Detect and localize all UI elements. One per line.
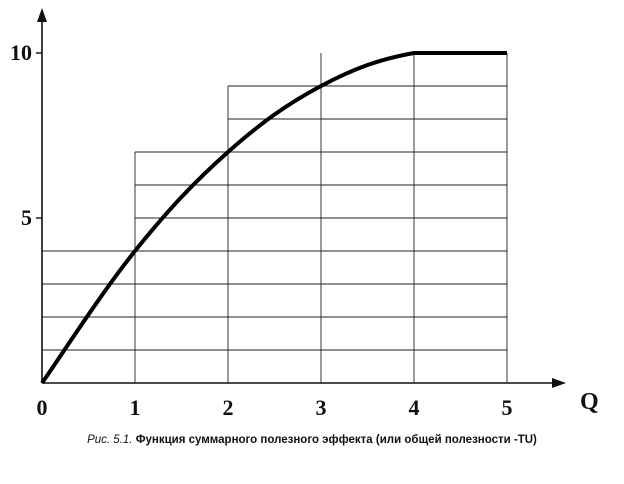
figure-label: Рис. 5.1.	[87, 434, 133, 446]
figure-caption: Рис. 5.1. Функция суммарного полезного э…	[0, 434, 624, 446]
x-tick-label: 2	[223, 395, 234, 420]
x-tick-label: 3	[316, 395, 327, 420]
ticks-layer: 0 1 2 3 4 5 5 10	[10, 40, 513, 420]
grid-layer	[42, 52, 508, 383]
x-tick-label: 0	[37, 395, 48, 420]
series-line-total-utility	[40, 50, 507, 385]
x-tick-label: 4	[409, 395, 420, 420]
x-tick-label: 5	[502, 395, 513, 420]
caption-text: Функция суммарного полезного эффекта (ил…	[135, 434, 537, 446]
x-axis-arrow-icon	[552, 378, 566, 388]
utility-chart: 0 1 2 3 4 5 5 10 Q	[10, 8, 599, 420]
y-axis-arrow-icon	[37, 8, 47, 22]
x-axis-label: Q	[580, 389, 599, 415]
x-tick-label: 1	[130, 395, 141, 420]
y-tick-label: 10	[10, 40, 32, 65]
axes-layer	[37, 8, 566, 388]
y-tick-label: 5	[21, 205, 32, 230]
